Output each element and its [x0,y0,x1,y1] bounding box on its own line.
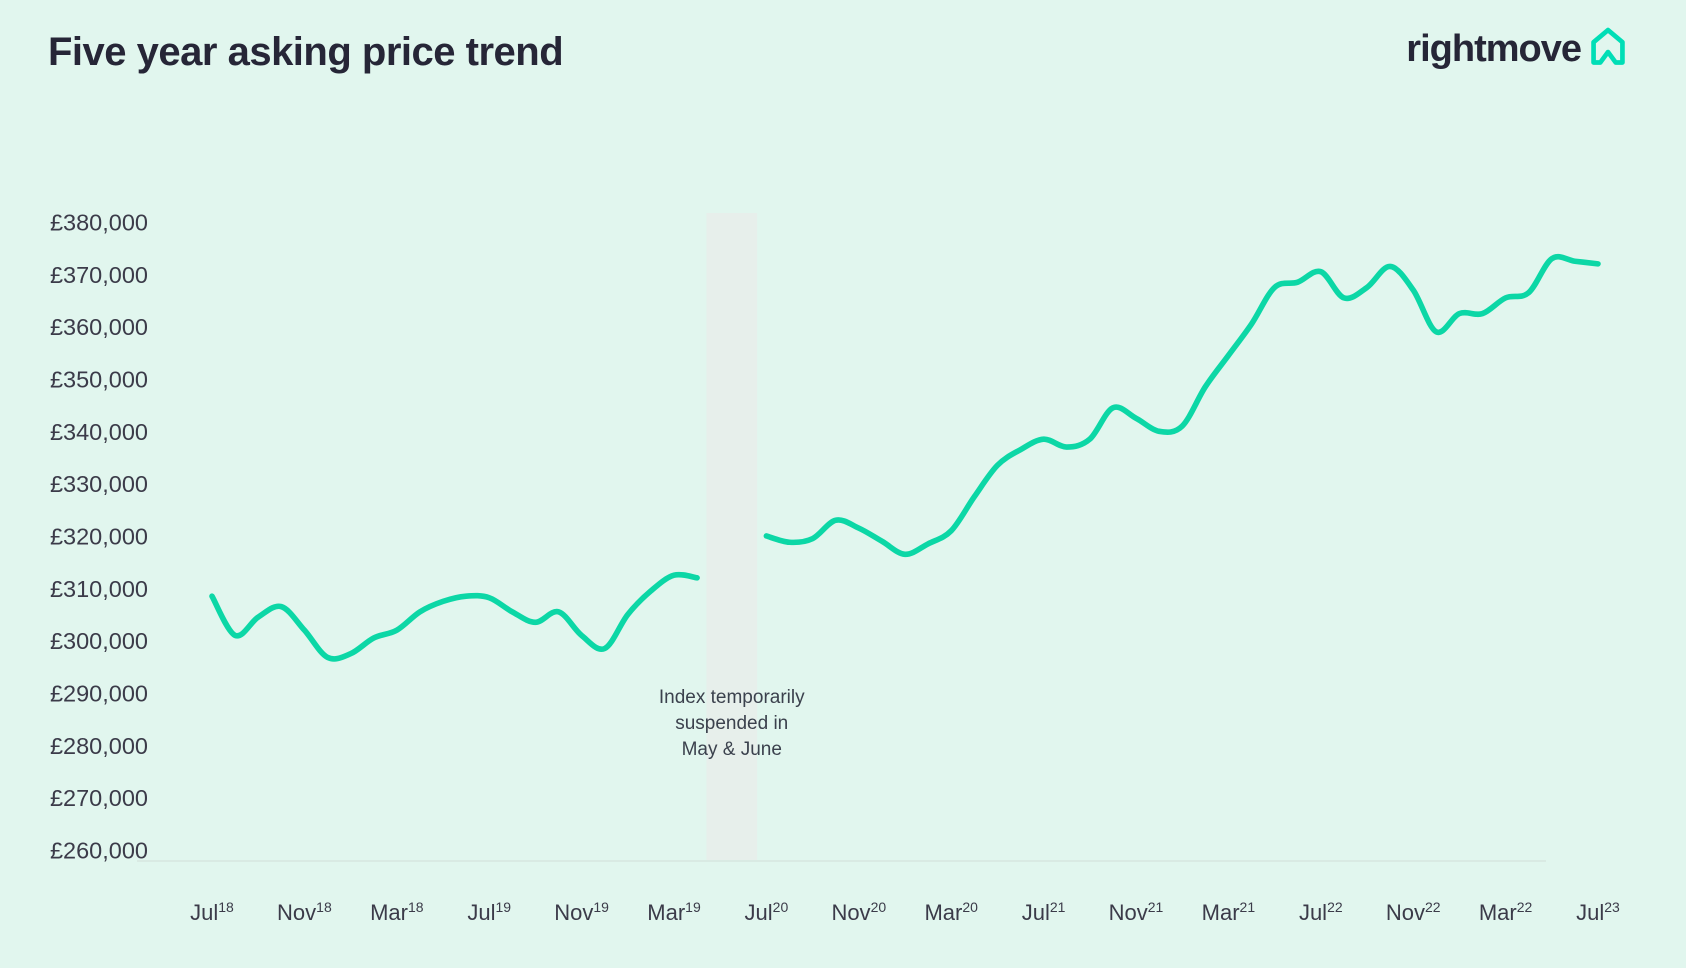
x-tick-label: Mar20 [924,899,978,925]
x-tick-label: Mar21 [1202,899,1256,925]
y-tick-label: £260,000 [50,837,148,863]
rightmove-logo: rightmove [1406,26,1630,72]
x-tick-label: Jul22 [1299,899,1343,925]
x-tick-label: Nov18 [277,899,332,925]
header: Five year asking price trend rightmove [0,0,1686,120]
annotation-line: May & June [682,739,782,760]
y-tick-label: £330,000 [50,471,148,497]
x-tick-label: Nov19 [554,899,609,925]
x-tick-label: Nov22 [1386,899,1441,925]
x-tick-label: Jul23 [1576,899,1620,925]
y-tick-label: £360,000 [50,314,148,340]
suspended-period-band [706,213,758,861]
y-tick-label: £320,000 [50,523,148,549]
x-tick-label: Mar22 [1479,899,1533,925]
y-tick-label: £380,000 [50,210,148,236]
x-tick-label: Mar19 [647,899,701,925]
annotation-line: Index temporarily [659,687,805,708]
x-tick-label: Jul19 [467,899,511,925]
y-tick-label: £290,000 [50,680,148,706]
chart-title: Five year asking price trend [48,30,564,74]
x-axis-labels: Jul18 Nov18 Mar18 Jul19 Nov19 Mar19 Jul20 Nov20… [190,899,1620,925]
rightmove-logo-text: rightmove [1406,28,1582,70]
annotation-line: suspended in [675,713,788,734]
suspension-annotation: Index temporarily suspended in May & June [659,687,805,760]
y-axis-labels: £380,000 £370,000 £360,000 £350,000 £340,000… [50,210,148,864]
x-tick-label: Mar18 [370,899,424,925]
x-tick-label: Jul20 [745,899,789,925]
y-tick-label: £300,000 [50,628,148,654]
rightmove-house-icon [1591,27,1625,65]
x-tick-label: Jul18 [190,899,234,925]
x-tick-label: Jul21 [1022,899,1066,925]
y-tick-label: £280,000 [50,733,148,759]
y-tick-label: £370,000 [50,262,148,288]
y-tick-label: £310,000 [50,576,148,602]
y-tick-label: £340,000 [50,419,148,445]
trend-line [209,253,1601,662]
y-tick-label: £270,000 [50,785,148,811]
x-tick-label: Nov21 [1109,899,1164,925]
trend-line-segment [209,571,700,662]
y-tick-label: £350,000 [50,366,148,392]
x-tick-label: Nov20 [831,899,886,925]
trend-line-segment [763,253,1601,558]
